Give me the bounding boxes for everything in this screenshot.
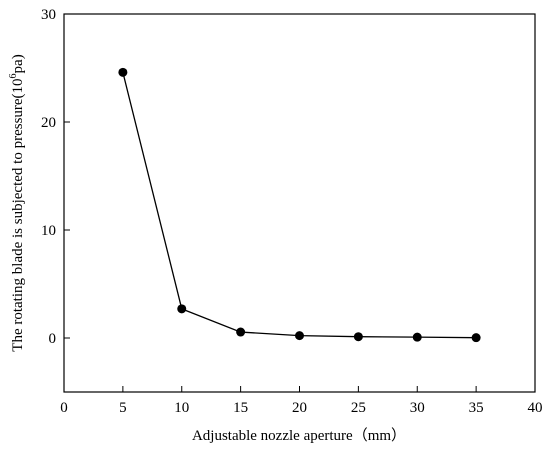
data-point xyxy=(471,333,481,343)
y-tick-label: 10 xyxy=(41,223,56,239)
data-point xyxy=(118,67,128,77)
data-point xyxy=(353,332,363,342)
data-point xyxy=(412,332,422,342)
data-point xyxy=(177,304,187,314)
y-axis-label-superscript: 6 xyxy=(8,73,19,78)
y-axis-label: The rotating blade is subjected to press… xyxy=(8,54,26,351)
y-axis-label-main: The rotating blade is subjected to press… xyxy=(10,78,26,351)
y-axis: 0 10 20 30 xyxy=(41,7,70,347)
y-tick-label: 30 xyxy=(41,7,56,23)
x-tick-label: 25 xyxy=(351,400,366,416)
series-line xyxy=(122,72,477,339)
x-tick-label: 5 xyxy=(119,400,127,416)
x-tick-label: 35 xyxy=(469,400,484,416)
x-axis-label: Adjustable nozzle aperture（mm） xyxy=(192,427,406,444)
data-point xyxy=(236,327,246,337)
y-axis-label-tail: pa) xyxy=(10,54,26,73)
x-tick-label: 30 xyxy=(410,400,425,416)
y-tick-label: 0 xyxy=(49,331,57,347)
x-tick-label: 15 xyxy=(233,400,248,416)
data-points xyxy=(118,67,481,343)
x-tick-label: 10 xyxy=(174,400,189,416)
data-point xyxy=(295,331,304,341)
x-tick-label: 0 xyxy=(60,400,68,416)
x-tick-label: 40 xyxy=(528,400,543,416)
x-axis: 0 5 10 15 20 25 30 35 40 xyxy=(60,386,543,416)
y-tick-label: 20 xyxy=(41,115,56,131)
x-tick-label: 20 xyxy=(292,400,307,416)
